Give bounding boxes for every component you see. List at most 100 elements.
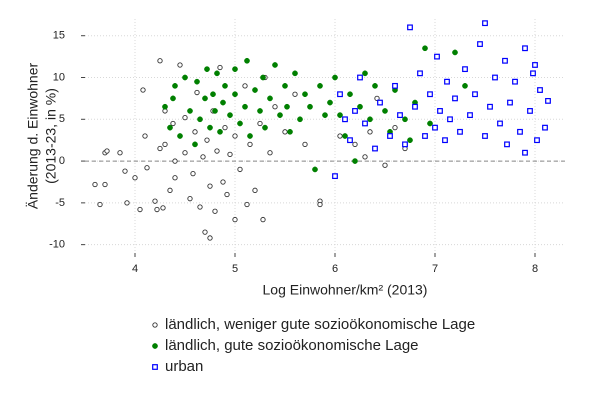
point — [402, 116, 408, 123]
point — [217, 64, 223, 71]
point — [197, 116, 203, 123]
point — [482, 20, 488, 27]
point — [422, 45, 428, 52]
point — [537, 87, 543, 93]
x-tick-label: 7 — [432, 263, 438, 275]
point — [202, 229, 208, 235]
point — [212, 108, 218, 114]
point — [192, 141, 198, 148]
point — [447, 116, 453, 123]
point — [382, 108, 388, 114]
point — [507, 99, 513, 106]
point — [287, 128, 293, 135]
point — [97, 201, 103, 208]
point — [157, 58, 163, 64]
point — [292, 70, 298, 77]
point — [284, 103, 290, 110]
point — [117, 150, 123, 156]
point — [374, 95, 380, 102]
point — [337, 91, 343, 98]
point — [244, 57, 250, 64]
point — [187, 108, 193, 114]
point — [522, 45, 528, 52]
point — [237, 166, 243, 173]
point — [182, 114, 188, 121]
point — [177, 62, 183, 68]
point — [352, 108, 358, 114]
point — [302, 141, 308, 148]
point — [142, 133, 148, 139]
point — [152, 198, 158, 204]
point — [357, 74, 363, 81]
point — [137, 206, 143, 213]
point — [332, 173, 338, 180]
point — [427, 120, 433, 127]
point — [504, 141, 510, 148]
point — [200, 154, 206, 160]
point — [327, 99, 333, 106]
point — [477, 41, 483, 47]
point — [212, 208, 218, 214]
point — [182, 150, 188, 156]
point — [122, 168, 128, 174]
point — [262, 124, 268, 131]
point — [412, 103, 418, 110]
point — [154, 206, 160, 213]
point — [342, 116, 348, 123]
point — [157, 145, 163, 152]
point — [182, 74, 188, 81]
point — [472, 91, 478, 98]
legend-label: ländlich, gute sozioökonomische Lage — [165, 337, 419, 354]
point — [462, 83, 468, 89]
point — [322, 112, 328, 118]
point — [482, 133, 488, 139]
point — [387, 133, 393, 139]
point — [210, 91, 216, 98]
point — [172, 158, 178, 164]
y-tick-label: -5 — [55, 197, 65, 209]
point — [357, 103, 363, 110]
point — [102, 181, 108, 188]
point — [422, 133, 428, 139]
point — [452, 49, 458, 56]
y-tick-label: 10 — [53, 71, 65, 83]
point — [144, 165, 150, 171]
point — [257, 108, 263, 114]
point — [362, 154, 368, 160]
point — [232, 91, 238, 98]
point — [197, 204, 203, 210]
point — [362, 120, 368, 127]
point — [312, 166, 318, 173]
y-tick-label: 5 — [59, 113, 65, 125]
point — [244, 201, 250, 208]
legend-marker — [152, 322, 158, 328]
point — [382, 162, 388, 168]
point — [297, 116, 303, 123]
point — [407, 24, 413, 31]
x-tick-label: 6 — [332, 263, 338, 275]
point — [397, 112, 403, 119]
point — [214, 70, 220, 77]
point — [437, 108, 443, 114]
point — [282, 83, 288, 89]
point — [217, 128, 223, 135]
point — [207, 183, 213, 189]
point — [402, 141, 408, 148]
point — [247, 133, 253, 139]
point — [252, 87, 258, 93]
point — [220, 99, 226, 106]
x-tick-label: 5 — [232, 263, 238, 275]
point — [342, 133, 348, 139]
point — [257, 120, 263, 127]
point — [214, 148, 220, 154]
point — [207, 235, 213, 241]
point — [372, 145, 378, 152]
point — [317, 83, 323, 89]
legend-label: ländlich, weniger gute sozioökonomische … — [165, 316, 475, 333]
point — [247, 141, 253, 148]
point — [530, 70, 536, 77]
point — [190, 170, 196, 177]
point — [392, 124, 398, 131]
y-axis-title: (2013-23, in %) — [43, 88, 59, 184]
point — [434, 53, 440, 60]
